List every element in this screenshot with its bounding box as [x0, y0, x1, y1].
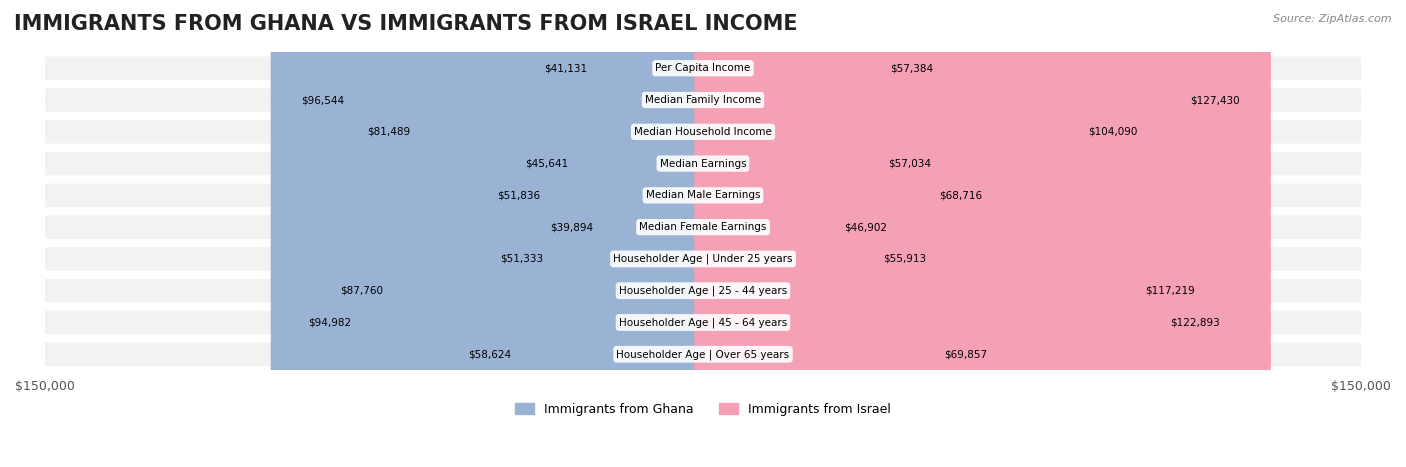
Text: $68,716: $68,716: [939, 191, 983, 200]
FancyBboxPatch shape: [271, 0, 711, 467]
FancyBboxPatch shape: [45, 184, 1361, 207]
Text: $55,913: $55,913: [883, 254, 927, 264]
FancyBboxPatch shape: [494, 0, 711, 467]
Text: $39,894: $39,894: [550, 222, 593, 232]
FancyBboxPatch shape: [277, 0, 711, 467]
Text: $51,836: $51,836: [498, 191, 541, 200]
Text: Median Family Income: Median Family Income: [645, 95, 761, 105]
Text: Householder Age | Over 65 years: Householder Age | Over 65 years: [616, 349, 790, 360]
FancyBboxPatch shape: [45, 247, 1361, 271]
FancyBboxPatch shape: [470, 0, 711, 467]
Text: $41,131: $41,131: [544, 63, 588, 73]
Text: IMMIGRANTS FROM GHANA VS IMMIGRANTS FROM ISRAEL INCOME: IMMIGRANTS FROM GHANA VS IMMIGRANTS FROM…: [14, 14, 797, 34]
FancyBboxPatch shape: [437, 0, 711, 467]
FancyBboxPatch shape: [519, 0, 711, 467]
FancyBboxPatch shape: [695, 0, 1251, 467]
FancyBboxPatch shape: [45, 88, 1361, 112]
Text: Per Capita Income: Per Capita Income: [655, 63, 751, 73]
FancyBboxPatch shape: [45, 311, 1361, 334]
FancyBboxPatch shape: [695, 0, 963, 467]
Text: Householder Age | 25 - 44 years: Householder Age | 25 - 44 years: [619, 285, 787, 296]
FancyBboxPatch shape: [695, 0, 1014, 467]
Text: $57,384: $57,384: [890, 63, 932, 73]
Text: $46,902: $46,902: [844, 222, 887, 232]
Text: Median Earnings: Median Earnings: [659, 159, 747, 169]
Text: $51,333: $51,333: [499, 254, 543, 264]
FancyBboxPatch shape: [695, 0, 1018, 467]
FancyBboxPatch shape: [695, 0, 957, 467]
FancyBboxPatch shape: [467, 0, 711, 467]
Text: $57,034: $57,034: [889, 159, 931, 169]
FancyBboxPatch shape: [45, 342, 1361, 366]
Text: Source: ZipAtlas.com: Source: ZipAtlas.com: [1274, 14, 1392, 24]
Text: $122,893: $122,893: [1170, 318, 1220, 327]
FancyBboxPatch shape: [695, 0, 1168, 467]
FancyBboxPatch shape: [45, 215, 1361, 239]
FancyBboxPatch shape: [45, 279, 1361, 303]
Text: $87,760: $87,760: [340, 286, 382, 296]
FancyBboxPatch shape: [695, 0, 962, 467]
FancyBboxPatch shape: [336, 0, 711, 467]
FancyBboxPatch shape: [695, 0, 1226, 467]
Text: Median Male Earnings: Median Male Earnings: [645, 191, 761, 200]
FancyBboxPatch shape: [45, 152, 1361, 175]
FancyBboxPatch shape: [695, 0, 918, 467]
Text: $104,090: $104,090: [1088, 127, 1137, 137]
FancyBboxPatch shape: [45, 57, 1361, 80]
Text: $127,430: $127,430: [1191, 95, 1240, 105]
Text: $69,857: $69,857: [945, 349, 987, 359]
Text: Householder Age | Under 25 years: Householder Age | Under 25 years: [613, 254, 793, 264]
FancyBboxPatch shape: [513, 0, 711, 467]
FancyBboxPatch shape: [309, 0, 711, 467]
FancyBboxPatch shape: [695, 0, 1271, 467]
Text: $96,544: $96,544: [301, 95, 344, 105]
Text: $45,641: $45,641: [524, 159, 568, 169]
FancyBboxPatch shape: [45, 120, 1361, 143]
Text: Householder Age | 45 - 64 years: Householder Age | 45 - 64 years: [619, 317, 787, 328]
Text: Median Household Income: Median Household Income: [634, 127, 772, 137]
Text: Median Female Earnings: Median Female Earnings: [640, 222, 766, 232]
Text: $117,219: $117,219: [1146, 286, 1195, 296]
Text: $81,489: $81,489: [367, 127, 411, 137]
Legend: Immigrants from Ghana, Immigrants from Israel: Immigrants from Ghana, Immigrants from I…: [510, 398, 896, 421]
Text: $58,624: $58,624: [468, 349, 510, 359]
Text: $94,982: $94,982: [308, 318, 352, 327]
